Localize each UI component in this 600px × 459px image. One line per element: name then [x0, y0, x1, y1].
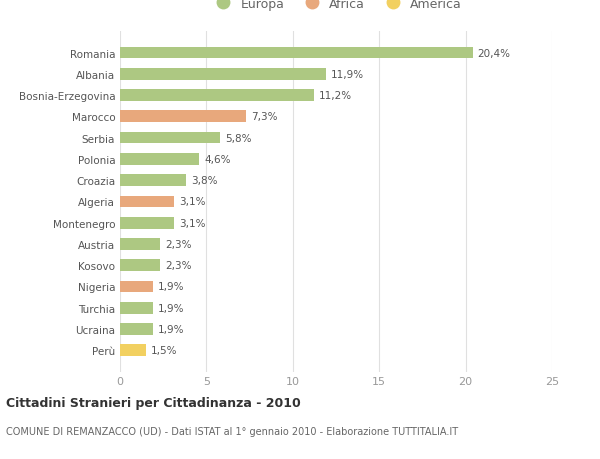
Text: 1,5%: 1,5%	[151, 346, 178, 356]
Bar	[120, 48, 473, 59]
Text: 7,3%: 7,3%	[251, 112, 278, 122]
Bar	[120, 260, 160, 271]
Bar	[120, 175, 185, 186]
Text: 1,9%: 1,9%	[158, 325, 185, 334]
Text: 11,9%: 11,9%	[331, 70, 364, 79]
Bar	[120, 111, 246, 123]
Text: 3,8%: 3,8%	[191, 176, 217, 186]
Bar	[120, 281, 153, 293]
Bar	[120, 239, 160, 250]
Bar	[120, 90, 314, 102]
Text: 3,1%: 3,1%	[179, 218, 205, 228]
Text: 3,1%: 3,1%	[179, 197, 205, 207]
Text: 5,8%: 5,8%	[226, 133, 252, 143]
Text: COMUNE DI REMANZACCO (UD) - Dati ISTAT al 1° gennaio 2010 - Elaborazione TUTTITA: COMUNE DI REMANZACCO (UD) - Dati ISTAT a…	[6, 426, 458, 436]
Text: 1,9%: 1,9%	[158, 303, 185, 313]
Bar	[120, 324, 153, 335]
Legend: Europa, Africa, America: Europa, Africa, America	[210, 0, 462, 11]
Text: 1,9%: 1,9%	[158, 282, 185, 292]
Bar	[120, 154, 199, 165]
Bar	[120, 345, 146, 356]
Bar	[120, 69, 326, 80]
Text: Cittadini Stranieri per Cittadinanza - 2010: Cittadini Stranieri per Cittadinanza - 2…	[6, 396, 301, 409]
Text: 2,3%: 2,3%	[165, 240, 191, 249]
Text: 11,2%: 11,2%	[319, 91, 352, 101]
Bar	[120, 196, 173, 208]
Bar	[120, 133, 220, 144]
Text: 4,6%: 4,6%	[205, 155, 231, 164]
Text: 2,3%: 2,3%	[165, 261, 191, 271]
Text: 20,4%: 20,4%	[478, 48, 511, 58]
Bar	[120, 218, 173, 229]
Bar	[120, 302, 153, 314]
